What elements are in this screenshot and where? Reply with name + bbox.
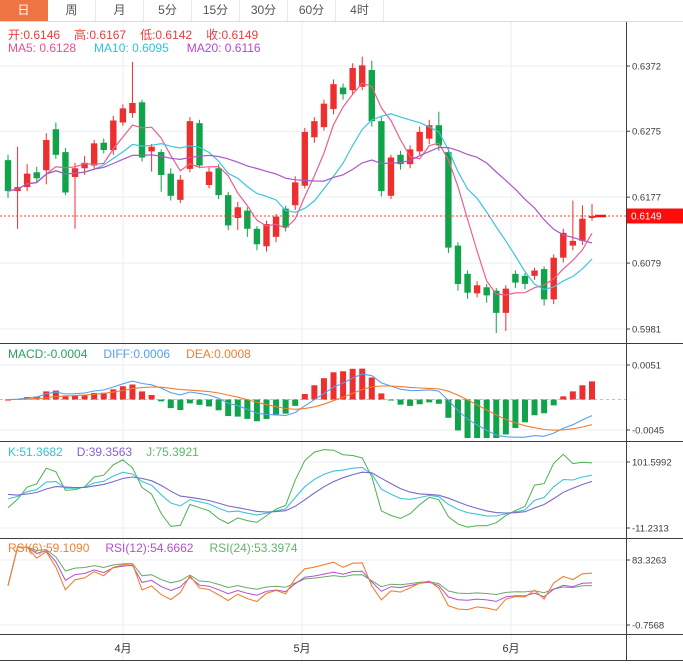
- diff-value: DIFF:0.0006: [103, 347, 171, 361]
- ma10-value: MA10: 0.6095: [94, 41, 169, 55]
- right-axis-labels: 0.6372 0.6275 0.6177 0.6079 0.5981 0.0051 -0.0…: [626, 62, 672, 632]
- month-label: 4月: [114, 643, 131, 655]
- tab-60min[interactable]: 60分: [288, 0, 336, 21]
- kdj-panel: [7, 449, 593, 528]
- rsi6-value: RSI(6):59.1090: [8, 541, 90, 555]
- tab-month[interactable]: 月: [96, 0, 144, 21]
- x-axis-labels: 4月 5月 6月: [114, 643, 519, 655]
- dea-value: DEA:0.0008: [186, 347, 251, 361]
- tab-5min[interactable]: 5分: [144, 0, 192, 21]
- svg-text:0.6372: 0.6372: [632, 62, 661, 73]
- tab-15min[interactable]: 15分: [192, 0, 240, 21]
- k-value: K:51.3682: [8, 445, 63, 459]
- rsi12-value: RSI(12):54.6662: [105, 541, 194, 555]
- j-value: J:75.3921: [146, 445, 199, 459]
- ma-readout: MA5: 0.6128 MA10: 0.6095 MA20: 0.6116: [8, 41, 279, 55]
- svg-text:-0.0045: -0.0045: [632, 426, 664, 437]
- current-price-tag: 0.6149: [631, 211, 662, 222]
- svg-text:0.0051: 0.0051: [632, 361, 661, 372]
- tab-30min[interactable]: 30分: [240, 0, 288, 21]
- candlestick-series: [4, 56, 596, 334]
- tab-4hour[interactable]: 4时: [336, 0, 384, 21]
- macd-readout: MACD:-0.0004 DIFF:0.0006 DEA:0.0008: [8, 347, 267, 361]
- panel-dividers: [0, 22, 683, 661]
- svg-text:-11.2313: -11.2313: [632, 524, 669, 535]
- svg-text:0.6079: 0.6079: [632, 259, 661, 270]
- svg-text:0.6177: 0.6177: [632, 193, 661, 204]
- macd-panel: [0, 368, 626, 438]
- svg-text:0.6275: 0.6275: [632, 127, 661, 138]
- gridlines: [0, 22, 626, 660]
- month-label: 6月: [502, 643, 519, 655]
- d-value: D:39.3563: [76, 445, 133, 459]
- high-value: 高:0.6167: [74, 28, 127, 42]
- tab-day[interactable]: 日: [0, 0, 48, 21]
- current-price-marker: 0.6149: [0, 208, 683, 224]
- ohlc-readout: 开:0.6146 高:0.6167 低:0.6142 收:0.6149: [8, 26, 272, 43]
- ma5-value: MA5: 0.6128: [8, 41, 77, 55]
- month-label: 5月: [293, 643, 310, 655]
- rsi-readout: RSI(6):59.1090 RSI(12):54.6662 RSI(24):53.…: [8, 541, 314, 555]
- macd-value: MACD:-0.0004: [8, 347, 88, 361]
- kdj-readout: K:51.3682 D:39.3563 J:75.3921: [8, 445, 213, 459]
- svg-text:0.5981: 0.5981: [632, 325, 661, 336]
- low-value: 低:0.6142: [140, 28, 193, 42]
- open-value: 开:0.6146: [8, 28, 61, 42]
- svg-text:83.3263: 83.3263: [632, 556, 666, 567]
- close-value: 收:0.6149: [206, 28, 259, 42]
- ma-lines: [7, 82, 593, 296]
- rsi-panel: [7, 546, 593, 611]
- rsi24-value: RSI(24):53.3974: [209, 541, 298, 555]
- svg-text:101.5992: 101.5992: [632, 458, 672, 469]
- svg-text:-0.7568: -0.7568: [632, 621, 664, 632]
- period-tabbar: 日 周 月 5分 15分 30分 60分 4时: [0, 0, 683, 22]
- ma20-value: MA20: 0.6116: [186, 41, 261, 55]
- tab-week[interactable]: 周: [48, 0, 96, 21]
